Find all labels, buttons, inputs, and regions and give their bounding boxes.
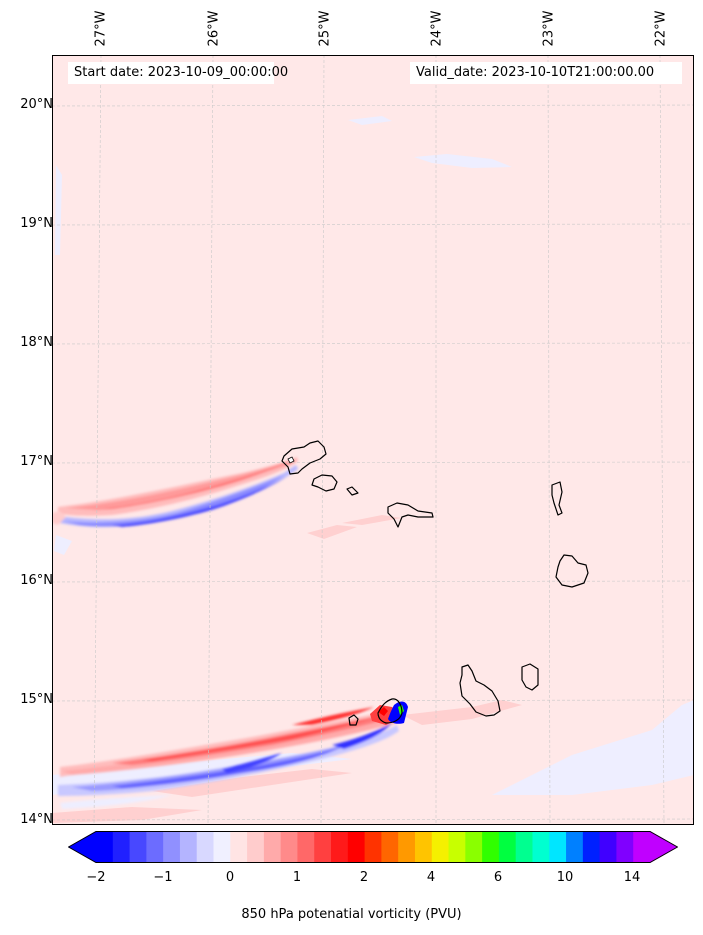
colorbar-swatch	[566, 831, 584, 863]
colorbar-swatch	[96, 831, 114, 863]
lat-label-14n: 14°N	[20, 812, 53, 827]
colorbar-swatch	[549, 831, 567, 863]
lat-label-19n: 19°N	[20, 216, 53, 231]
valid-date-label: Valid_date: 2023-10-10T21:00:00.00	[410, 62, 682, 84]
colorbar-swatch	[515, 831, 534, 863]
colorbar-tick: −2	[86, 870, 106, 885]
colorbar-swatch	[532, 831, 550, 863]
island-maio	[521, 663, 539, 691]
colorbar-swatch	[482, 831, 500, 863]
colorbar-label: 850 hPa potenatial vorticity (PVU)	[241, 907, 462, 922]
pv-map	[52, 55, 694, 825]
colorbar-swatch	[196, 831, 215, 863]
colorbar-tick: 14	[623, 870, 641, 885]
northern-wake	[52, 457, 298, 527]
colorbar-swatch	[213, 831, 231, 863]
colorbar-swatch	[414, 831, 433, 863]
colorbar-swatch	[146, 831, 164, 863]
colorbar-swatch	[599, 831, 618, 863]
map-frame	[52, 55, 694, 825]
lat-label-20n: 20°N	[20, 97, 53, 112]
colorbar-tick: 10	[556, 870, 574, 885]
colorbar-swatch	[364, 831, 382, 863]
island-boa-vista	[555, 554, 589, 588]
pv-background	[52, 55, 694, 825]
island-sao-vicente	[311, 474, 338, 492]
island-santo-antao	[281, 440, 327, 475]
island-sao-nicolau	[387, 502, 434, 528]
lon-label-22w: 22°W	[653, 10, 669, 46]
lat-label-18n: 18°N	[20, 335, 53, 350]
colorbar-swatch	[247, 831, 265, 863]
lon-label-24w: 24°W	[429, 10, 445, 46]
lat-label-16n: 16°N	[20, 573, 53, 588]
colorbar-under-arrow	[68, 831, 96, 863]
positive-patches	[52, 515, 522, 823]
colorbar-swatch	[129, 831, 147, 863]
santo-antao-inner-mark	[287, 456, 295, 464]
colorbar-outline	[68, 831, 678, 863]
colorbar-swatch	[263, 831, 282, 863]
colorbar-swatch	[179, 831, 198, 863]
colorbar-swatch	[314, 831, 332, 863]
colorbar-tick: 1	[292, 870, 302, 885]
colorbar-swatch	[297, 831, 315, 863]
island-fogo	[377, 698, 403, 724]
lon-label-25w: 25°W	[317, 10, 333, 46]
colorbar-over-arrow	[650, 831, 678, 863]
island-sal	[551, 481, 563, 516]
colorbar-swatch	[280, 831, 299, 863]
lat-label-15n: 15°N	[20, 692, 53, 707]
colorbar-swatch	[381, 831, 399, 863]
colorbar-tick: 0	[225, 870, 235, 885]
lon-label-26w: 26°W	[206, 10, 222, 46]
colorbar-tick: 4	[426, 870, 436, 885]
colorbar-swatch	[347, 831, 366, 863]
island-santiago	[459, 664, 501, 717]
colorbar-swatch	[498, 831, 517, 863]
colorbar-swatch	[633, 831, 651, 863]
colorbar-swatch	[331, 831, 349, 863]
start-date-label: Start date: 2023-10-09_00:00:00	[68, 62, 288, 84]
coastlines	[281, 440, 589, 726]
colorbar-swatch	[230, 831, 248, 863]
colorbar-tick: 2	[359, 870, 369, 885]
graticule	[52, 55, 694, 825]
southern-wake	[58, 707, 399, 809]
lon-label-23w: 23°W	[541, 10, 557, 46]
island-brava	[348, 714, 359, 726]
colorbar-swatch	[616, 831, 634, 863]
colorbar-tick: −1	[153, 870, 173, 885]
colorbar-swatch	[431, 831, 450, 863]
colorbar-swatch	[582, 831, 601, 863]
colorbar-tick: 6	[493, 870, 503, 885]
colorbar-swatch	[448, 831, 466, 863]
colorbar-swatch	[112, 831, 131, 863]
island-santa-luzia	[346, 486, 359, 496]
colorbar-swatch	[465, 831, 483, 863]
lat-label-17n: 17°N	[20, 454, 53, 469]
fogo-anomaly	[370, 701, 408, 725]
colorbar	[68, 831, 678, 863]
colorbar-swatch	[398, 831, 416, 863]
lon-label-27w: 27°W	[93, 10, 109, 46]
colorbar-swatch	[163, 831, 181, 863]
